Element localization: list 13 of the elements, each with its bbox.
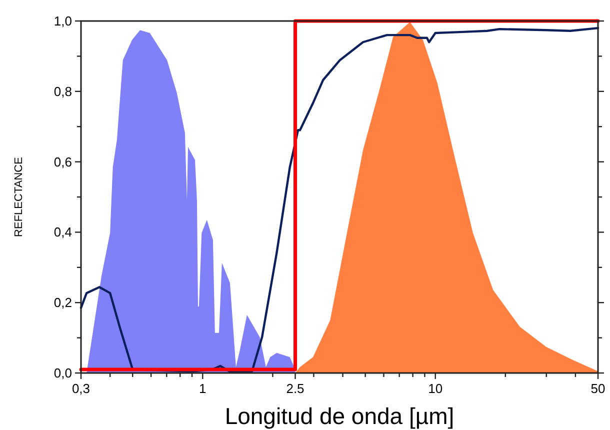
y-tick-label: 0,0 [54,366,72,380]
y-tick-label: 0,2 [54,295,72,310]
x-tick-label: 1 [199,381,206,396]
y-tick-label: 1,0 [54,14,72,28]
x-tick-label: 10 [428,381,443,396]
x-tick-label: 0,3 [72,381,90,396]
y-tick-label: 0,4 [54,224,72,240]
y-tick-label: 0,8 [54,84,72,99]
x-tick-label: 50 [590,381,606,396]
y-axis-title: REFLECTANCE [13,157,25,237]
y-tick-label: 0,6 [54,154,72,170]
x-axis-title: Longitud de onda [µm] [224,403,454,429]
x-tick-label: 2.5 [286,381,304,396]
